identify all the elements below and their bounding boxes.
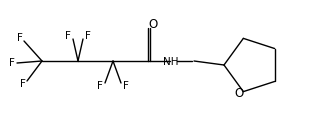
- Text: F: F: [97, 81, 103, 91]
- Text: F: F: [17, 33, 23, 43]
- Text: F: F: [123, 81, 129, 91]
- Text: NH: NH: [163, 57, 179, 67]
- Text: O: O: [235, 87, 244, 100]
- Text: F: F: [9, 58, 15, 68]
- Text: F: F: [20, 79, 26, 89]
- Text: F: F: [65, 31, 71, 41]
- Text: F: F: [85, 31, 91, 41]
- Text: O: O: [148, 17, 158, 30]
